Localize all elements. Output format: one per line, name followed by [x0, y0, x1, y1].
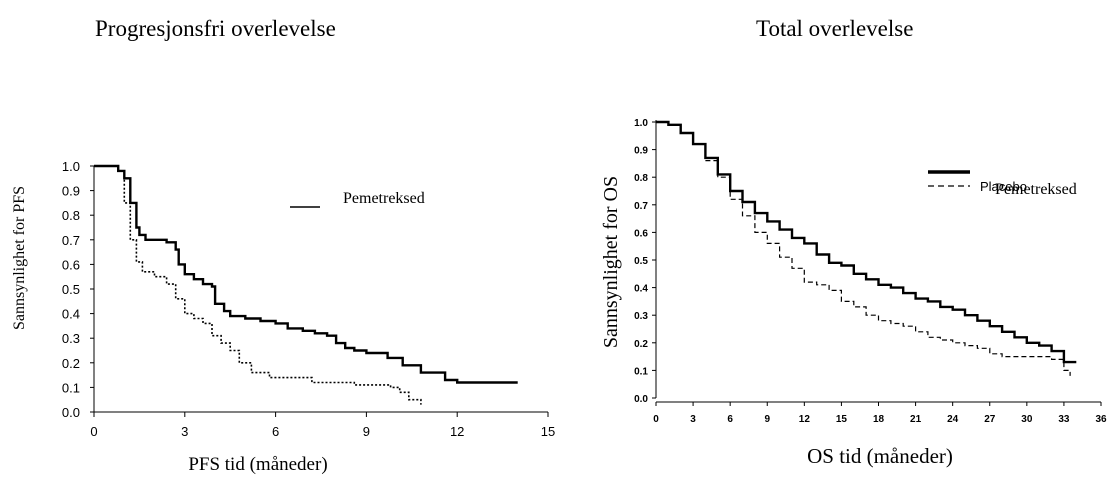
- pfs-x-tick-label: 15: [541, 424, 555, 439]
- pfs-legend-label: Pemetreksed: [343, 190, 425, 207]
- os-x-tick-label: 9: [764, 414, 770, 425]
- pfs-x-tick-label: 3: [181, 424, 188, 439]
- pfs-x-tick-label: 12: [450, 424, 464, 439]
- os-x-tick-label: 0: [653, 414, 659, 425]
- os-x-tick-label: 36: [1095, 414, 1107, 425]
- os-x-tick-label: 33: [1058, 414, 1070, 425]
- os-y-tick-label: 0.1: [634, 366, 648, 377]
- os-y-tick-label: 0.6: [634, 228, 648, 239]
- os-pemetreksed-curve: [656, 120, 1077, 364]
- pfs-y-tick-label: 0.4: [62, 307, 80, 322]
- os-y-tick-label: 0.7: [634, 201, 648, 212]
- os-x-tick-label: 24: [947, 414, 959, 425]
- os-placebo-curve: [656, 121, 1071, 376]
- pfs-x-axis-title: PFS tid (måneder): [188, 454, 327, 475]
- os-x-tick-label: 6: [727, 414, 733, 425]
- os-x-tick-label: 30: [1021, 414, 1033, 425]
- os-y-axis-title: Sannsynlighet for OS: [600, 176, 622, 348]
- pfs-comparator-curve: [94, 165, 422, 405]
- pfs-y-tick-label: 0.7: [62, 233, 80, 248]
- os-y-tick-label: 0.4: [634, 284, 648, 295]
- os-x-tick-label: 27: [984, 414, 996, 425]
- os-x-tick-label: 21: [910, 414, 922, 425]
- os-x-tick-label: 18: [873, 414, 885, 425]
- pfs-y-tick-label: 0.5: [62, 282, 80, 297]
- pfs-y-tick-label: 0.2: [62, 356, 80, 371]
- os-y-tick-label: 0.3: [634, 311, 648, 322]
- pfs-y-tick-label: 0.1: [62, 380, 80, 395]
- pfs-y-tick-label: 0.0: [62, 405, 80, 420]
- pfs-y-tick-label: 0.3: [62, 331, 80, 346]
- os-y-tick-label: 1.0: [634, 118, 648, 129]
- os-y-tick-label: 0.0: [634, 394, 648, 405]
- pfs-y-tick-label: 0.8: [62, 208, 80, 223]
- os-x-tick-label: 12: [799, 414, 811, 425]
- pfs-x-tick-label: 9: [363, 424, 370, 439]
- os-x-tick-label: 3: [690, 414, 696, 425]
- os-x-tick-label: 15: [836, 414, 848, 425]
- left-panel-title: Progresjonsfri overlevelse: [95, 16, 336, 41]
- pfs-y-tick-label: 0.6: [62, 257, 80, 272]
- pfs-y-tick-label: 0.9: [62, 184, 80, 199]
- os-legend-label-placebo: Placebo: [980, 179, 1027, 194]
- pfs-x-tick-label: 6: [272, 424, 279, 439]
- os-y-tick-label: 0.2: [634, 339, 648, 350]
- os-x-axis-title: OS tid (måneder): [807, 444, 953, 468]
- pfs-y-tick-label: 1.0: [62, 159, 80, 174]
- pfs-x-tick-label: 0: [90, 424, 97, 439]
- os-legend-label-pemetreksed: Pemetreksed: [995, 181, 1077, 198]
- os-y-tick-label: 0.8: [634, 173, 648, 184]
- os-y-tick-label: 0.9: [634, 146, 648, 157]
- right-panel-title: Total overlevelse: [756, 16, 914, 41]
- pfs-pemetreksed-curve: [94, 164, 518, 384]
- pfs-y-axis-title: Sannsynlighet for PFS: [11, 186, 28, 330]
- os-y-tick-label: 0.5: [634, 256, 648, 267]
